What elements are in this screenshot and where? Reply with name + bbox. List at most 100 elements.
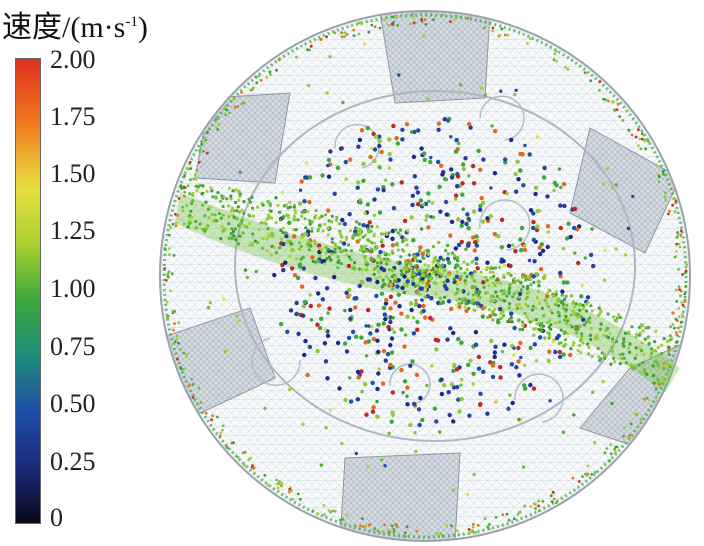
particle: [413, 284, 417, 288]
particle: [602, 352, 607, 356]
particle: [602, 278, 607, 282]
particle: [299, 257, 303, 261]
particle: [531, 274, 536, 279]
particle: [683, 271, 687, 275]
particle: [557, 314, 561, 318]
particle: [381, 321, 386, 326]
particle: [173, 310, 177, 313]
particle: [529, 505, 533, 508]
particle: [345, 33, 349, 36]
particle: [346, 243, 351, 247]
particle: [329, 510, 332, 514]
particle: [426, 264, 431, 268]
particle: [272, 246, 276, 250]
particle: [653, 340, 657, 344]
particle: [375, 187, 381, 192]
particle: [420, 417, 425, 423]
particle: [569, 313, 573, 317]
particle: [356, 375, 361, 380]
particle: [336, 255, 340, 259]
particle: [444, 274, 448, 279]
particle: [166, 272, 170, 276]
particle: [336, 266, 340, 270]
particle: [455, 174, 461, 179]
particle: [677, 285, 681, 288]
particle: [287, 215, 291, 219]
particle: [560, 289, 565, 294]
particle: [587, 352, 591, 356]
particle: [376, 349, 381, 355]
particle: [476, 366, 482, 371]
particle: [357, 222, 362, 226]
particle: [491, 270, 495, 274]
particle: [662, 172, 665, 176]
particle: [455, 287, 460, 291]
particle: [425, 383, 429, 388]
particle: [527, 318, 531, 322]
particle: [423, 295, 427, 299]
particle: [396, 23, 400, 27]
particle: [336, 260, 340, 264]
particle: [392, 527, 396, 531]
particle: [615, 108, 619, 112]
particle: [357, 283, 362, 289]
particle: [523, 143, 527, 148]
particle: [188, 213, 192, 218]
particle: [543, 273, 547, 278]
particle: [167, 270, 171, 274]
particle: [372, 147, 378, 152]
particle: [392, 273, 396, 277]
particle: [433, 256, 437, 260]
particle: [441, 13, 444, 17]
particle: [324, 251, 328, 255]
particle: [240, 91, 243, 94]
particle: [339, 261, 343, 266]
particle: [327, 219, 331, 223]
particle: [408, 363, 413, 368]
particle: [611, 337, 615, 341]
particle: [413, 430, 417, 435]
particle: [457, 302, 461, 306]
particle: [338, 222, 342, 226]
particle: [369, 247, 373, 251]
particle: [217, 122, 221, 126]
particle: [613, 448, 616, 451]
particle: [172, 254, 176, 257]
particle: [393, 228, 398, 232]
particle: [188, 178, 193, 182]
particle: [287, 220, 292, 225]
particle: [226, 204, 231, 208]
particle: [364, 525, 368, 528]
particle: [485, 291, 489, 295]
particle: [499, 89, 503, 93]
particle: [553, 52, 557, 56]
particle: [285, 213, 289, 217]
particle: [345, 235, 349, 239]
particle: [666, 359, 669, 363]
particle: [384, 262, 389, 266]
particle: [399, 255, 403, 259]
particle: [538, 267, 544, 272]
particle: [478, 402, 483, 407]
particle: [371, 258, 375, 262]
particle: [339, 31, 343, 35]
particle: [283, 260, 288, 265]
particle: [500, 350, 505, 354]
particle: [472, 522, 475, 526]
particle: [681, 303, 685, 307]
particle: [374, 328, 380, 333]
particle: [412, 401, 417, 407]
particle: [625, 109, 628, 113]
particle: [377, 139, 382, 144]
particle: [299, 244, 303, 249]
particle: [554, 303, 558, 307]
particle: [269, 253, 274, 257]
particle: [568, 352, 573, 358]
particle: [460, 181, 465, 186]
particle: [386, 324, 391, 330]
particle: [459, 223, 464, 228]
particle: [297, 264, 303, 269]
particle: [280, 262, 285, 268]
particle: [644, 326, 648, 330]
particle: [502, 274, 506, 278]
